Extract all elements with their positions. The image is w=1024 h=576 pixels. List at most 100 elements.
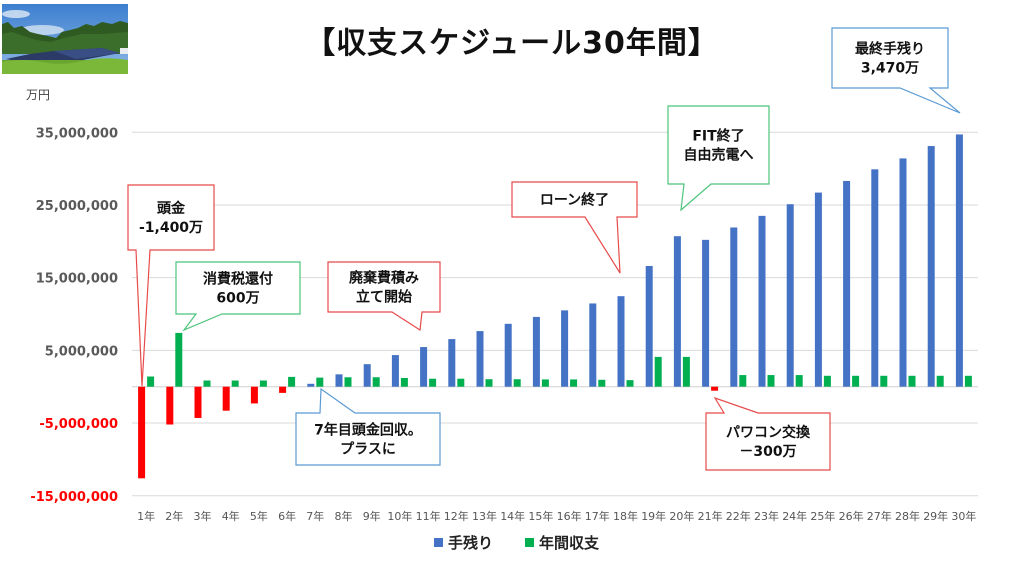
bar-annual-7	[316, 377, 324, 387]
bar-tenokori-10	[391, 355, 399, 387]
bar-tenokori-18	[617, 296, 625, 387]
bar-annual-2	[175, 332, 183, 387]
bar-annual-14	[513, 379, 521, 387]
y-tick-label: 35,000,000	[36, 126, 118, 141]
bar-tenokori-30	[955, 134, 963, 387]
bar-tenokori-25	[814, 192, 822, 387]
bar-annual-17	[598, 379, 606, 387]
x-tick-label: 26年	[839, 509, 864, 523]
bar-tenokori-4	[222, 386, 230, 411]
bar-tenokori-22	[730, 227, 738, 387]
bar-tenokori-8	[335, 374, 343, 387]
x-tick-label: 29年	[923, 509, 948, 523]
callout-text: -1,400万	[139, 220, 203, 236]
bar-annual-5	[259, 380, 267, 387]
x-tick-label: 28年	[895, 509, 920, 523]
callout-text: パワコン交換	[726, 424, 811, 441]
bars	[138, 134, 972, 479]
x-tick-label: 23年	[754, 509, 779, 523]
legend-label: 年間収支	[539, 534, 600, 552]
bar-annual-12	[457, 378, 465, 387]
legend-item-annual: 年間収支	[525, 534, 600, 552]
bar-annual-22	[739, 375, 747, 387]
callout-down-payment: 頭金 -1,400万	[127, 184, 215, 387]
x-tick-label: 20年	[669, 509, 694, 523]
y-axis-unit-label: 万円	[26, 88, 51, 102]
x-tick-label: 11年	[416, 509, 441, 523]
solar-farm-photo	[2, 4, 128, 74]
callout-text: 立て開始	[356, 289, 412, 306]
bar-annual-3	[203, 380, 211, 387]
bar-tenokori-7	[307, 383, 315, 387]
bar-tenokori-2	[166, 386, 174, 425]
bar-annual-30	[964, 375, 972, 387]
callout-box	[175, 261, 301, 332]
x-tick-label: 2年	[165, 509, 183, 523]
bar-annual-8	[344, 377, 352, 387]
bar-tenokori-27	[871, 169, 879, 387]
callout-box	[127, 184, 215, 387]
x-tick-label: 24年	[782, 509, 807, 523]
callout-text: プラスに	[340, 442, 396, 458]
legend-swatch	[525, 538, 534, 547]
callout-text: 頭金	[157, 200, 186, 217]
bar-annual-20	[682, 356, 690, 387]
callout-text: 7年目頭金回収。	[314, 422, 422, 439]
x-tick-label: 25年	[810, 509, 835, 523]
bar-annual-27	[880, 375, 888, 387]
bar-tenokori-17	[589, 303, 597, 387]
bar-tenokori-11	[420, 347, 428, 387]
bar-annual-1	[147, 376, 155, 387]
x-tick-label: 27年	[867, 509, 892, 523]
x-tick-label: 7年	[306, 509, 324, 523]
callout-text: ローン終了	[540, 192, 609, 209]
bar-annual-9	[372, 377, 380, 387]
bar-annual-23	[767, 375, 775, 387]
bar-annual-4	[231, 380, 239, 387]
x-tick-label: 5年	[250, 509, 268, 523]
x-tick-label: 30年	[951, 509, 976, 523]
callout-text: 自由売電へ	[684, 147, 754, 164]
callout-box	[831, 27, 961, 114]
x-tick-label: 13年	[472, 509, 497, 523]
x-tick-label: 4年	[222, 509, 240, 523]
bar-tenokori-26	[843, 180, 851, 387]
bar-annual-29	[936, 375, 944, 387]
bar-tenokori-3	[194, 386, 202, 418]
callout-box	[511, 181, 638, 274]
bar-tenokori-12	[448, 339, 456, 387]
legend-item-tenokori: 手残り	[434, 534, 493, 552]
y-tick-label: -15,000,000	[30, 490, 118, 505]
legend: 手残り 年間収支	[434, 534, 600, 552]
x-tick-label: 21年	[698, 509, 723, 523]
callout-text: 廃棄費積み	[349, 270, 419, 287]
bar-tenokori-29	[927, 146, 935, 387]
x-tick-label: 9年	[363, 509, 381, 523]
x-tick-label: 17年	[585, 509, 610, 523]
callout-box	[327, 261, 441, 332]
legend-swatch	[434, 538, 443, 547]
bar-annual-19	[654, 356, 662, 387]
x-tick-label: 3年	[194, 509, 212, 523]
bar-annual-24	[795, 375, 803, 387]
bar-tenokori-9	[363, 364, 371, 387]
bar-tenokori-28	[899, 158, 907, 387]
x-tick-label: 8年	[335, 509, 353, 523]
callout-inverter-replace: パワコン交換 －300万	[705, 396, 831, 471]
x-tick-label: 1年	[137, 509, 155, 523]
bar-tenokori-1	[138, 386, 146, 479]
bar-annual-6	[288, 376, 296, 387]
bar-tenokori-13	[476, 331, 484, 387]
bar-annual-18	[626, 380, 634, 387]
bar-annual-11	[429, 378, 437, 387]
callout-text: 3,470万	[861, 61, 919, 77]
bar-tenokori-23	[758, 215, 766, 387]
y-tick-label: 5,000,000	[45, 344, 118, 359]
callout-tax-refund: 消費税還付 600万	[175, 261, 301, 332]
callout-text: FIT終了	[692, 128, 744, 145]
bar-tenokori-16	[561, 310, 569, 387]
